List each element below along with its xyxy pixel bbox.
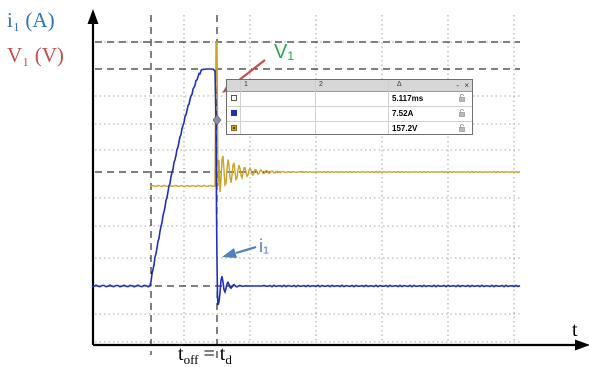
cursor-value-voltage: 157.2V — [392, 124, 418, 133]
reference-lines — [95, 15, 520, 360]
lock-icon[interactable] — [459, 109, 465, 117]
series-line-v1 — [149, 41, 521, 193]
cursor-marker[interactable] — [212, 114, 222, 126]
cursor-row-time: 5.117ms — [227, 92, 472, 107]
t-off-eq: = t — [199, 343, 226, 365]
series-label-i1: i₁ — [259, 236, 269, 256]
cursor-col-1: 1 — [244, 81, 248, 88]
swatch-voltage-icon — [231, 125, 237, 131]
t-off-label: toff = td — [178, 343, 232, 367]
t-off-main: t — [178, 343, 184, 365]
minimize-icon[interactable]: - — [456, 81, 459, 90]
cursor-col-2: 2 — [319, 81, 323, 88]
cursor-value-current: 7.52A — [392, 109, 414, 118]
lock-icon[interactable] — [459, 94, 465, 102]
cursor-row-voltage: 157.2V — [227, 122, 472, 136]
cursor-panel-header[interactable]: 1 2 Δ - × — [227, 80, 472, 92]
y-axis-label-voltage: V₁ (V) — [7, 43, 64, 67]
y-axis-arrow — [87, 9, 99, 24]
series-line-i1 — [91, 68, 521, 306]
annotation-arrow-i1 — [222, 245, 257, 258]
cursor-readout-panel[interactable]: 1 2 Δ - × 5.117ms 7.52A 157.2V — [226, 79, 473, 135]
lock-icon[interactable] — [459, 124, 465, 132]
plot-grid — [95, 15, 520, 343]
t-off-sub: off — [184, 352, 200, 367]
axes — [87, 9, 589, 351]
cursor-col-delta: Δ — [397, 81, 402, 88]
series-label-v1: V₁ — [274, 41, 294, 63]
x-axis-arrow — [575, 339, 589, 351]
x-axis-label: t — [572, 319, 578, 341]
cursor-value-time: 5.117ms — [392, 94, 424, 103]
cursor-row-current: 7.52A — [227, 107, 472, 122]
t-d-sub: d — [225, 352, 232, 367]
swatch-current-icon — [231, 110, 237, 116]
close-icon[interactable]: × — [464, 81, 469, 90]
swatch-time-icon — [231, 95, 237, 101]
y-axis-label-current: i₁ (A) — [7, 8, 55, 32]
